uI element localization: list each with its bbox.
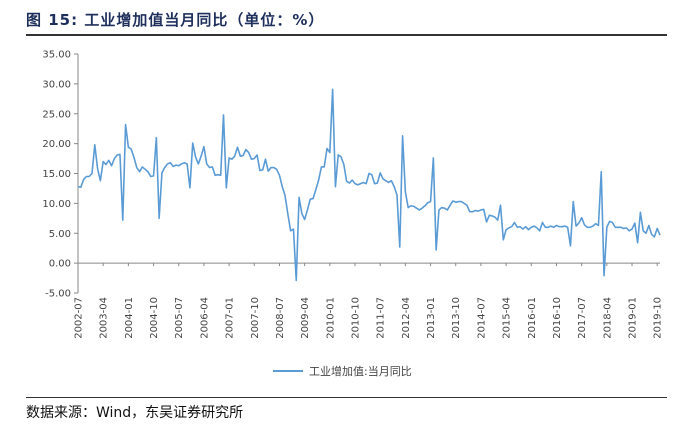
y-tick-label: 30.00	[42, 79, 71, 90]
y-tick-label: 20.00	[42, 139, 71, 150]
series-area	[77, 88, 661, 282]
line-chart: 35.00 30.00 25.00 20.00 15.00 10.00 5.00 0.00 -5…	[42, 50, 664, 379]
legend-label: 工业增加值:当月同比	[309, 364, 412, 378]
y-tick-label: 0.00	[49, 259, 71, 270]
y-tick-label: 15.00	[42, 169, 71, 180]
y-tick-label: 10.00	[42, 199, 71, 210]
x-tick-label: 2017-07	[577, 297, 588, 339]
y-tick-label: 5.00	[49, 229, 71, 240]
x-tick-label: 2008-07	[275, 297, 286, 339]
x-tick-label: 2009-04	[300, 297, 311, 339]
x-tick-label: 2004-01	[124, 297, 135, 339]
x-tick-label: 2014-07	[476, 297, 487, 339]
x-tick-label: 2006-04	[199, 297, 210, 339]
y-tick-label: -5.00	[45, 289, 71, 300]
bottom-divider	[26, 397, 667, 398]
series-line	[77, 88, 661, 282]
x-axis: 2002-07 2003-04 2004-01 2004-10 2005-07 2006-…	[74, 262, 664, 339]
x-tick-label: 2019-01	[628, 297, 639, 339]
x-tick-label: 2005-07	[174, 297, 185, 339]
x-tick-label: 2015-04	[502, 297, 513, 339]
legend: 工业增加值:当月同比	[273, 364, 412, 378]
y-axis: 35.00 30.00 25.00 20.00 15.00 10.00 5.00 0.00 -5…	[42, 50, 79, 300]
x-tick-label: 2013-10	[451, 297, 462, 339]
x-tick-label: 2016-01	[527, 297, 538, 339]
y-tick-label: 25.00	[42, 109, 71, 120]
source-note: 数据来源：Wind，东吴证券研究所	[26, 405, 244, 421]
x-tick-label: 2016-10	[552, 297, 563, 339]
x-tick-label: 2010-10	[351, 297, 362, 339]
x-tick-label: 2003-04	[99, 297, 110, 339]
x-tick-label: 2010-01	[325, 297, 336, 339]
x-tick-label: 2004-10	[149, 297, 160, 339]
y-tick-label: 35.00	[42, 50, 71, 61]
x-tick-label: 2013-01	[426, 297, 437, 339]
x-tick-label: 2019-10	[653, 297, 664, 339]
x-tick-label: 2011-07	[376, 297, 387, 339]
top-divider	[26, 34, 667, 36]
x-tick-label: 2007-10	[250, 297, 261, 339]
x-tick-label: 2018-04	[602, 297, 613, 339]
x-tick-label: 2007-01	[225, 297, 236, 339]
x-tick-label: 2012-04	[401, 297, 412, 339]
figure-title: 图 15: 工业增加值当月同比（单位：%）	[26, 11, 325, 29]
x-tick-label: 2002-07	[74, 297, 85, 339]
